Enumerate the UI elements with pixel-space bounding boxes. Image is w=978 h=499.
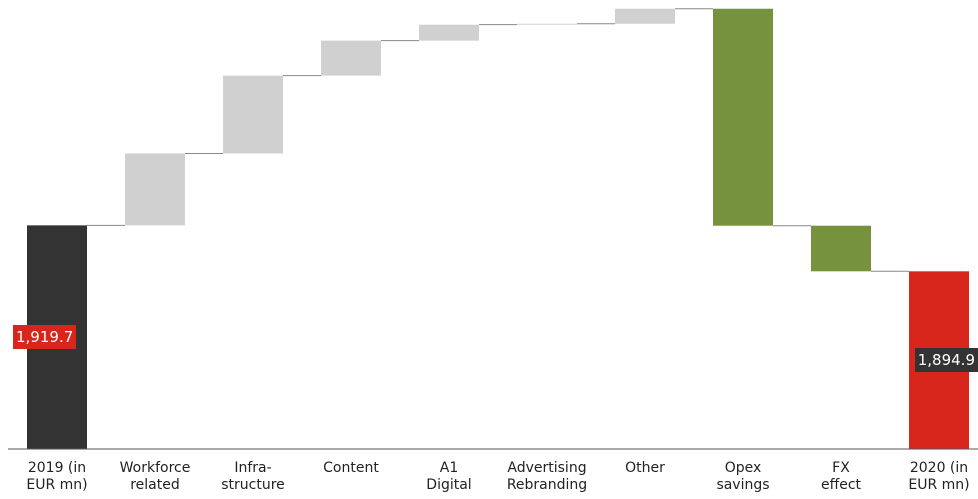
x-tick-label: 2019 (in EUR mn) <box>26 460 88 493</box>
value-label: 1,919.7 <box>13 325 77 350</box>
bar <box>517 23 577 25</box>
x-tick-label: A1 Digital <box>426 460 472 493</box>
bar <box>125 153 185 226</box>
x-tick-label: Other <box>625 460 665 476</box>
x-tick-label: Workforce related <box>119 460 191 493</box>
bar <box>811 225 871 272</box>
bar <box>713 8 773 226</box>
bar <box>321 40 381 76</box>
bar <box>419 24 479 41</box>
value-label: 1,894.9 <box>914 348 978 373</box>
x-tick-label: FX effect <box>820 460 862 493</box>
x-tick-label: Advertising Rebranding <box>506 460 588 493</box>
bar <box>615 8 675 24</box>
bar <box>223 75 283 154</box>
x-tick-label: Opex savings <box>716 460 770 493</box>
x-tick-label: Content <box>323 460 379 476</box>
x-tick-label: 2020 (in EUR mn) <box>908 460 970 493</box>
x-tick-label: Infra- structure <box>221 460 285 493</box>
